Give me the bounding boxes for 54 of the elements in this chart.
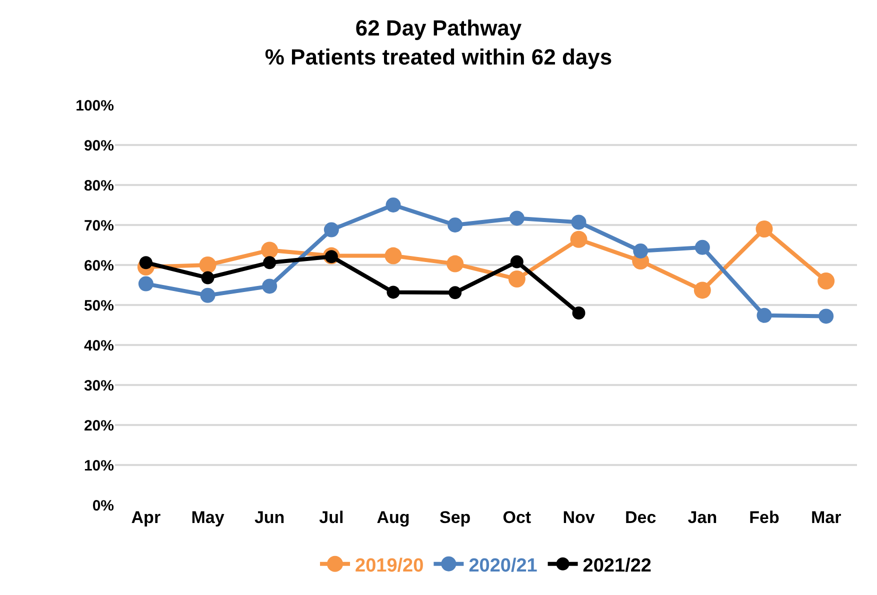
x-tick-label: Jul [319,508,344,527]
point [509,210,524,226]
point [633,244,648,258]
y-tick-label: 20% [84,417,114,434]
point [508,270,526,288]
y-tick-label: 40% [84,337,114,354]
point [570,230,588,248]
point [448,218,463,232]
y-tick-label: 100% [76,97,114,114]
y-tick-label: 0% [92,497,114,514]
point [510,255,524,268]
point [818,272,835,290]
x-tick-label: Jan [688,508,718,527]
point [571,214,586,230]
x-tick-label: Feb [749,508,780,527]
x-tick-label: Dec [624,508,656,527]
y-tick-label: 80% [84,177,114,194]
y-tick-label: 90% [84,137,114,154]
legend-label: 2019/20 [355,555,424,576]
point [818,308,834,324]
point [261,242,278,259]
point [386,286,400,299]
legend-label: 2020/21 [468,555,538,576]
x-tick-label: May [191,508,225,527]
point [200,288,216,303]
x-tick-label: Mar [810,508,842,527]
chart-title: 62 Day Pathway % Patients treated within 62 days [264,16,612,70]
y-tick-label: 60% [84,257,114,274]
point [201,271,214,284]
point [694,282,711,299]
y-tick-label: 10% [84,457,114,474]
point [448,286,462,300]
point [262,278,278,294]
x-tick-label: Oct [502,508,532,527]
legend-label: 2021/22 [582,555,652,576]
x-tick-label: Aug [376,508,410,527]
point [386,198,401,212]
point [756,220,773,238]
x-tick-label: Nov [562,508,596,527]
point [694,240,710,255]
x-tick-label: Jun [254,508,285,527]
y-tick-label: 30% [84,377,114,394]
point [199,256,216,274]
point [446,255,464,272]
y-tick-label: 50% [84,297,114,314]
point [572,306,586,320]
y-tick-label: 70% [84,217,114,234]
point [138,276,154,292]
point [324,222,339,238]
point [384,247,402,264]
x-tick-label: Apr [131,508,161,527]
x-tick-label: Sep [439,508,471,527]
point [263,256,276,270]
point [756,308,772,323]
